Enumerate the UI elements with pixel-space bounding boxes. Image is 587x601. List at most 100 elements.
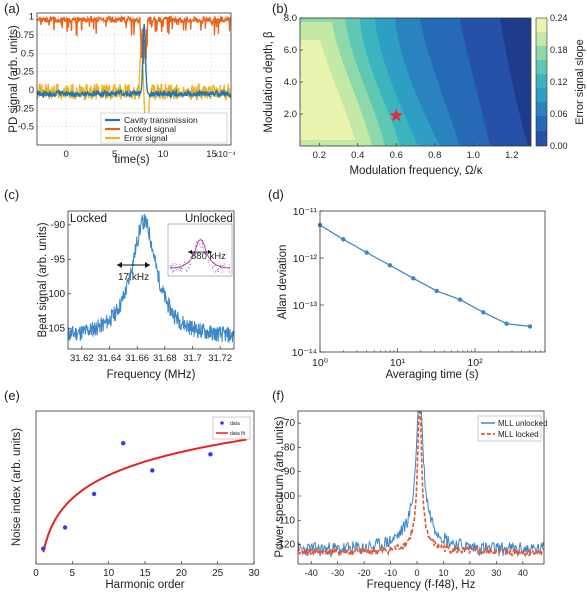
inset-noise-point <box>220 265 222 267</box>
panel-a-xlabel: time(s) <box>114 154 149 166</box>
panel-c: (c) 31.62 31.64 31.66 31.68 31.7 31.72 -90 -95 -… <box>4 187 235 381</box>
inset-noise-point <box>204 245 206 247</box>
legend-mll-unlocked: MLL unlocked <box>498 419 548 428</box>
allan-deviation-point <box>364 250 369 255</box>
allan-deviation-point <box>457 297 463 302</box>
panel-c-xtick-label: 31.62 <box>70 353 94 364</box>
optimum-star-marker <box>389 108 403 122</box>
panel-f-xtick-label: 10 <box>438 568 448 578</box>
colorbar-tick-4: 0.24 <box>550 13 568 23</box>
panel-b-ytick-label: 2.0 <box>284 109 297 120</box>
inset-noise-point <box>191 263 193 265</box>
allan-deviation-point <box>504 321 509 326</box>
mll-locked-line <box>298 411 544 558</box>
panel-c-axes-frame <box>67 210 235 350</box>
panel-e-label: (e) <box>4 388 20 403</box>
inset-noise-point <box>179 268 181 270</box>
inset-noise-point <box>224 263 226 265</box>
panel-a-ytick-label: 1 <box>29 12 34 23</box>
inset-noise-point <box>196 249 198 250</box>
locked-label: Locked <box>70 213 107 225</box>
inset-noise-point <box>228 271 230 273</box>
inset-noise-point <box>187 266 189 268</box>
inset-noise-point <box>175 269 177 270</box>
inset-noise-point <box>217 270 219 272</box>
panel-f-ytick-label: -120 <box>275 540 295 551</box>
panel-b-ytick-label: 8.0 <box>284 13 297 24</box>
locked-signal-line <box>37 14 231 65</box>
panel-b-xtick-label: 0.4 <box>351 150 364 161</box>
inset-noise-point <box>172 272 174 274</box>
panel-a-xtick-label: 15 <box>206 149 217 160</box>
panel-a-xtick-label: 0 <box>63 149 68 160</box>
panel-b-xtick-label: 0.8 <box>428 150 441 161</box>
panel-c-ytick-label: -95 <box>51 254 66 265</box>
inset-noise-point <box>187 267 189 269</box>
inset-noise-point <box>173 269 175 271</box>
panel-e-xtick-label: 0 <box>33 568 39 579</box>
colorbar-tick-3: 0.18 <box>550 45 568 55</box>
inset-noise-point <box>203 249 205 251</box>
inset-noise-point <box>190 263 192 265</box>
inset-noise-point <box>186 269 187 271</box>
panel-e-xtick-label: 15 <box>139 568 151 579</box>
panel-a-xtick-label: 10 <box>158 149 169 160</box>
inset-noise-point <box>200 237 202 239</box>
panel-c-xlabel: Frequency (MHz) <box>107 369 196 381</box>
inset-noise-point <box>217 269 218 271</box>
panel-f-xtick-label: 0 <box>415 568 420 578</box>
inset-noise-point <box>186 270 188 272</box>
panel-b-xtick-label: 1.0 <box>467 150 480 161</box>
legend-error-signal: Error signal <box>124 133 168 143</box>
inset-noise-point <box>172 265 174 267</box>
inset-noise-point <box>172 263 174 265</box>
locked-width-label: 17 kHz <box>118 272 149 283</box>
panel-a-plot <box>37 13 231 145</box>
panel-c-xtick-label: 31.66 <box>125 353 149 364</box>
inset-noise-point <box>196 242 198 244</box>
inset-noise-point <box>200 246 202 248</box>
inset-noise-point <box>194 246 196 248</box>
panel-f-xtick-label: -10 <box>384 568 397 578</box>
noise-index-point <box>41 546 46 551</box>
allan-deviation-line <box>319 224 531 327</box>
locked-width-arrow <box>117 262 150 268</box>
panel-f-xtick-label: 20 <box>465 568 475 578</box>
panel-e-xlabel: Harmonic order <box>105 579 184 591</box>
inset-noise-point <box>172 263 174 264</box>
allan-deviation-point <box>481 310 486 315</box>
noise-index-point <box>91 491 97 497</box>
panel-e-xtick-label: 10 <box>103 568 115 579</box>
panel-e-xtick-label: 20 <box>176 568 188 579</box>
panel-f-xtick-label: 40 <box>518 568 528 578</box>
panel-a-ytick-label: -0.25 <box>12 103 34 114</box>
inset-noise-point <box>212 266 213 267</box>
inset-noise-point <box>204 252 206 254</box>
inset-noise-point <box>174 269 176 271</box>
panel-d-ytick-label: 10⁻¹³ <box>293 300 318 312</box>
legend-data-fit: data fit <box>230 431 246 437</box>
panel-e-xtick-label: 25 <box>212 568 224 579</box>
panel-b-ytick-label: 6.0 <box>284 45 297 56</box>
inset-noise-point <box>209 264 211 266</box>
inset-noise-point <box>202 243 204 245</box>
panel-d-ticks: 10⁰ 10¹ 10² 10⁻¹¹ 10⁻¹² 10⁻¹³ 10⁻¹⁴ <box>292 206 546 369</box>
inset-noise-points <box>169 237 230 274</box>
inset-noise-point <box>208 261 210 263</box>
inset-noise-point <box>199 243 201 245</box>
cavity-transmission-line <box>37 23 231 99</box>
panel-a-x-multiplier: x10⁻⁴ <box>214 149 236 159</box>
inset-noise-point <box>177 267 179 269</box>
inset-fit-curve <box>169 239 231 269</box>
panel-f-ytick-label: -110 <box>276 515 296 526</box>
panel-f-xtick-label: 30 <box>491 568 501 578</box>
inset-noise-point <box>213 261 215 263</box>
colorbar: 0.00 0.06 0.12 0.18 0.24 Error signal sl… <box>535 13 586 151</box>
panel-c-ticks: 31.62 31.64 31.66 31.68 31.7 31.72 -90 -95 -100 -… <box>45 220 232 364</box>
panel-d-ytick-label: 10⁻¹² <box>293 253 318 265</box>
inset-noise-point <box>214 265 216 267</box>
panel-b-ytick-label: 4.0 <box>284 77 297 88</box>
noise-index-point <box>208 452 213 457</box>
